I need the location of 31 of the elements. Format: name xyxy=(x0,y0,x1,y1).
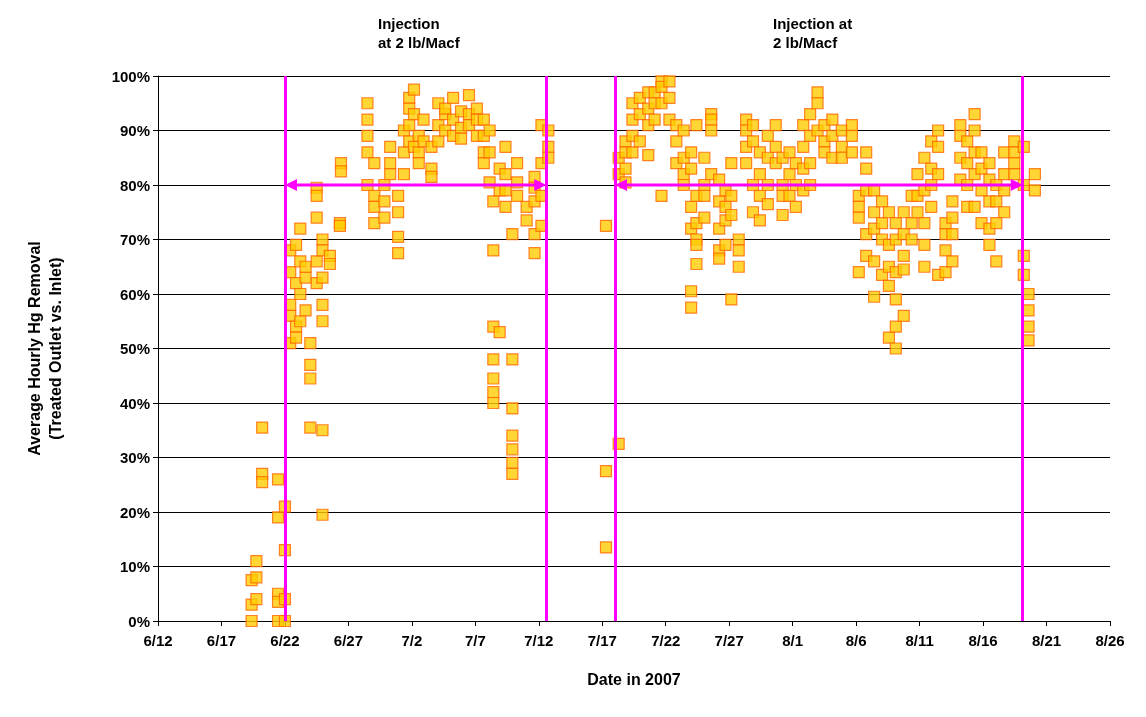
x-tick-label: 8/16 xyxy=(968,632,998,649)
y-tick-label: 40% xyxy=(119,394,150,412)
x-tick-label: 8/6 xyxy=(845,632,867,649)
y-tick-label: 30% xyxy=(119,449,150,466)
text: Injection at 2 lb/Macf xyxy=(773,15,853,51)
x-tick-label: 7/17 xyxy=(587,632,617,649)
x-tick-label: 7/27 xyxy=(714,632,744,649)
y-tick-label: 100% xyxy=(111,67,150,85)
x-tick-label: 6/22 xyxy=(270,632,300,649)
y-axis-title: Average Hourly Hg Removal (Treated Outlet vs. Inlet) xyxy=(26,241,64,456)
x-tick-label: 7/7 xyxy=(464,632,486,649)
y-tick-label: 90% xyxy=(119,122,150,139)
y-tick-label: 50% xyxy=(119,340,150,357)
x-tick-label: 8/21 xyxy=(1031,632,1062,649)
x-tick-label: 6/27 xyxy=(333,632,363,649)
x-tick-label: 6/17 xyxy=(206,632,237,649)
x-tick-label: 8/26 xyxy=(1095,632,1125,649)
text: Injection at 2 lb/Macf xyxy=(378,15,461,51)
y-tick-label: 70% xyxy=(119,231,150,248)
y-tick-label: 20% xyxy=(119,503,150,521)
y-tick-label: 80% xyxy=(119,176,150,194)
x-tick-label: 7/22 xyxy=(651,632,681,649)
y-tick-label: 60% xyxy=(119,285,150,303)
x-tick-label: 8/11 xyxy=(905,632,934,649)
x-tick-label: 7/12 xyxy=(524,632,554,649)
x-tick-label: 8/1 xyxy=(782,632,804,649)
x-tick-label: 7/2 xyxy=(401,632,423,649)
y-tick-label: 10% xyxy=(119,558,150,575)
x-tick-label: 6/12 xyxy=(143,632,173,649)
x-axis-title: Date in 2007 xyxy=(587,670,681,688)
y-tick-label: 0% xyxy=(128,612,150,630)
